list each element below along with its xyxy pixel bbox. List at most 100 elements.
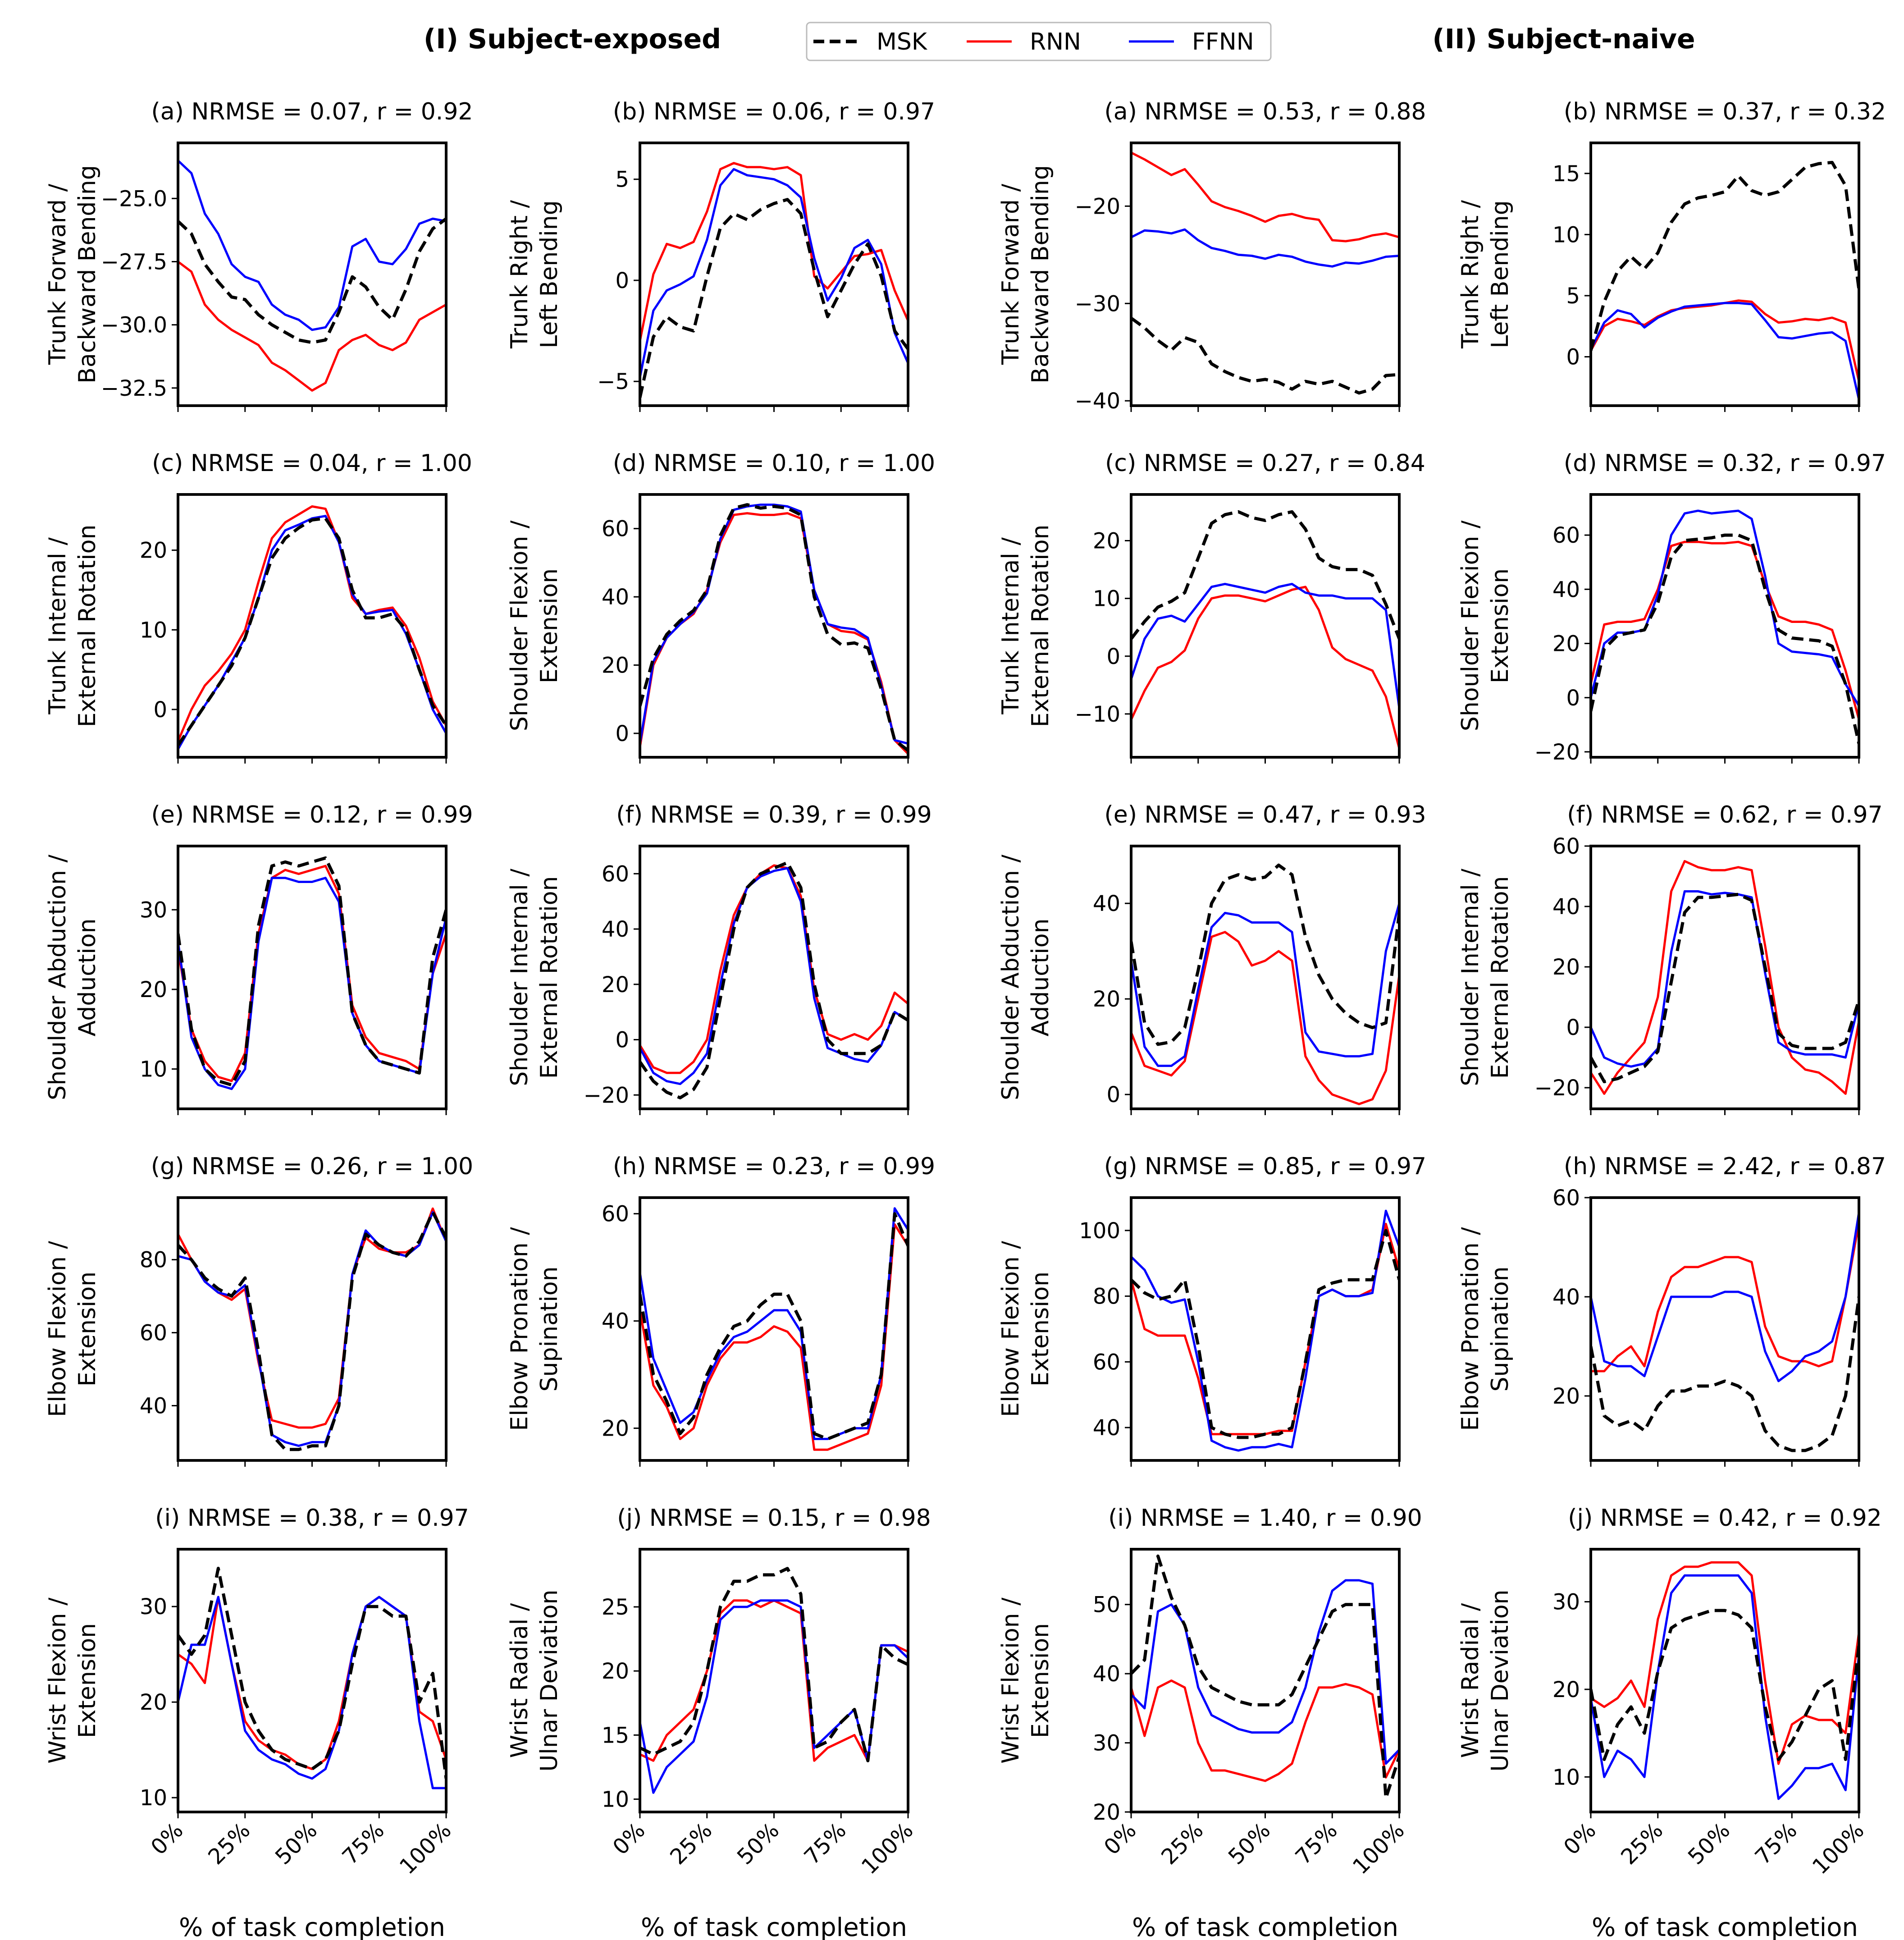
subplot-title: (b) NRMSE = 0.37, r = 0.32 <box>1564 98 1886 125</box>
x-tick-label: 0% <box>608 1818 650 1860</box>
subplot-title: (g) NRMSE = 0.85, r = 0.97 <box>1104 1153 1426 1180</box>
plot-frame <box>1130 142 1401 407</box>
y-axis-label-line: Trunk Right / <box>1457 200 1484 349</box>
subplot-2: (b) NRMSE = 0.06, r = 0.97 Trunk Right / L… <box>506 98 935 412</box>
series-line-msk <box>178 856 446 1087</box>
y-tick-label: −27.5 <box>101 249 167 275</box>
series-line-ffnn <box>178 1596 446 1789</box>
y-tick-label: 80 <box>140 1248 167 1273</box>
series-line-ffnn <box>178 1211 446 1447</box>
y-axis-label-line: Trunk Forward / <box>997 183 1024 365</box>
y-tick-label: 10 <box>140 1057 167 1082</box>
y-tick-label: 40 <box>602 917 629 942</box>
subplot-title: (j) NRMSE = 0.42, r = 0.92 <box>1568 1505 1882 1532</box>
x-tick-label: 100% <box>1348 1818 1410 1880</box>
series-line-rnn <box>640 512 908 755</box>
y-axis-label-line: Trunk Forward / <box>44 183 71 365</box>
y-tick-label: −30.0 <box>101 313 167 338</box>
series-line-msk <box>640 1212 908 1441</box>
y-tick-label: −20 <box>1534 740 1580 765</box>
series-line-rnn <box>178 505 446 742</box>
series-group <box>640 162 908 398</box>
y-axis-label-line: Trunk Internal / <box>997 537 1024 715</box>
y-axis-label-line: Adduction <box>1027 919 1054 1037</box>
series-line-msk <box>1131 316 1399 395</box>
plot-frame <box>639 845 909 1110</box>
series-group <box>178 1207 446 1451</box>
series-line-ffnn <box>1131 228 1399 268</box>
legend-label-msk: MSK <box>877 28 928 55</box>
series-line-msk <box>640 503 908 752</box>
y-tick-label: 60 <box>1552 1185 1580 1211</box>
y-axis-label-line: External Rotation <box>74 525 101 728</box>
y-axis-label-line: External Rotation <box>536 876 563 1079</box>
series-group <box>640 861 908 1099</box>
y-axis-label-line: Shoulder Abduction / <box>997 855 1024 1100</box>
y-tick-label: 20 <box>602 1659 629 1684</box>
series-line-msk <box>640 198 908 398</box>
subplot-18: (j) NRMSE = 0.15, r = 0.98 Wrist Radial /… <box>506 1505 931 1940</box>
series-line-msk <box>1591 1609 1859 1761</box>
series-line-msk <box>640 1567 908 1762</box>
series-line-ffnn <box>640 1599 908 1794</box>
series-line-rnn <box>1591 299 1859 382</box>
y-axis-label-line: Wrist Flexion / <box>997 1597 1024 1764</box>
y-axis-label-line: Supination <box>1487 1267 1514 1392</box>
y-tick-label: 20 <box>1552 1677 1580 1702</box>
y-axis-label-line: Trunk Internal / <box>44 537 71 715</box>
y-tick-label: 10 <box>1552 1765 1580 1790</box>
series-line-ffnn <box>1591 302 1859 400</box>
series-group <box>178 160 446 392</box>
series-line-rnn <box>1131 1679 1399 1782</box>
series-line-ffnn <box>178 877 446 1090</box>
x-tick-label: 50% <box>1224 1818 1275 1870</box>
series-line-msk <box>1131 1229 1399 1439</box>
plot-frame <box>177 1548 447 1813</box>
subplot-title: (e) NRMSE = 0.47, r = 0.93 <box>1104 801 1426 828</box>
section-title-subject-exposed: (I) Subject-exposed <box>424 23 721 55</box>
legend: MSK RNN FFNN <box>806 22 1272 61</box>
plot-frame <box>1589 493 1860 759</box>
series-line-ffnn <box>1131 1579 1399 1765</box>
y-tick-label: 0 <box>615 268 629 293</box>
y-tick-label: 50 <box>1093 1592 1120 1618</box>
y-axis-label-line: Elbow Flexion / <box>44 1241 71 1417</box>
y-tick-label: 60 <box>1552 523 1580 548</box>
series-group <box>640 1207 908 1451</box>
series-line-rnn <box>1131 586 1399 749</box>
series-group <box>1591 1561 1859 1800</box>
series-group <box>1591 1212 1859 1452</box>
y-tick-label: 40 <box>1552 577 1580 602</box>
y-tick-label: 40 <box>1093 891 1120 916</box>
plot-frame <box>177 493 447 759</box>
y-tick-label: 0 <box>153 697 167 723</box>
y-axis-label-line: Shoulder Abduction / <box>44 855 71 1100</box>
x-tick-label: 25% <box>203 1818 255 1870</box>
x-tick-label: 25% <box>1156 1818 1208 1870</box>
subplot-title: (h) NRMSE = 0.23, r = 0.99 <box>613 1153 935 1180</box>
x-tick-label: 100% <box>395 1818 457 1880</box>
series-line-ffnn <box>1591 1212 1859 1382</box>
y-tick-label: 40 <box>1552 894 1580 920</box>
y-tick-label: 5 <box>1566 284 1580 309</box>
y-tick-label: 15 <box>602 1723 629 1748</box>
y-tick-label: −40 <box>1075 389 1120 414</box>
subplot-4: (b) NRMSE = 0.37, r = 0.32 Trunk Right / L… <box>1457 98 1886 412</box>
y-tick-label: 0 <box>615 721 629 746</box>
series-line-rnn <box>640 1223 908 1451</box>
subplot-title: (e) NRMSE = 0.12, r = 0.99 <box>151 801 473 828</box>
series-line-msk <box>1131 1554 1399 1800</box>
y-tick-label: 25 <box>602 1595 629 1620</box>
y-tick-label: 40 <box>140 1394 167 1419</box>
subplot-title: (i) NRMSE = 0.38, r = 0.97 <box>155 1505 469 1532</box>
x-tick-label: 75% <box>1750 1818 1802 1870</box>
y-tick-label: −20 <box>1075 194 1120 219</box>
y-axis-label-line: Backward Bending <box>74 165 101 384</box>
x-tick-label: 0% <box>1559 1818 1601 1860</box>
y-tick-label: 60 <box>140 1321 167 1346</box>
x-tick-label: 50% <box>1683 1818 1735 1870</box>
subplot-5: (c) NRMSE = 0.04, r = 1.00 Trunk Internal… <box>44 450 472 764</box>
y-tick-label: 60 <box>1093 1350 1120 1375</box>
subplot-title: (g) NRMSE = 0.26, r = 1.00 <box>151 1153 473 1180</box>
